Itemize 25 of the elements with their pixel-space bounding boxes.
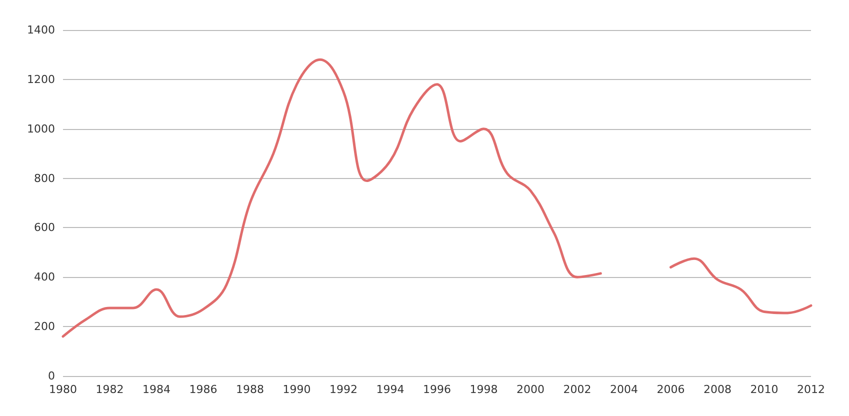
x-tick-label: 1992 [330,383,358,396]
x-tick-label: 1990 [282,383,311,396]
x-tick-label: 1988 [236,383,264,396]
x-tick-label: 2008 [704,383,732,396]
x-tick-label: 2006 [656,383,685,396]
x-tick-label: 1986 [189,383,218,396]
y-tick-label: 1000 [27,122,55,136]
y-tick-label: 800 [34,172,55,185]
x-tick-label: 2012 [797,383,825,396]
y-tick-label: 200 [34,320,55,334]
y-tick-label: 600 [34,221,55,234]
y-tick-label: 400 [34,270,55,284]
x-tick-label: 2010 [750,383,778,396]
x-tick-label: 1996 [423,383,451,396]
y-tick-label: 0 [48,370,55,382]
y-tick-label: 1400 [27,24,55,36]
x-tick-label: 1980 [49,383,77,396]
x-tick-label: 2002 [563,383,592,396]
x-tick-label: 2000 [516,383,544,396]
y-tick-label: 1200 [27,72,55,86]
x-tick-label: 1984 [142,383,170,396]
x-tick-label: 1998 [470,383,498,396]
x-tick-label: 1994 [376,383,404,396]
x-tick-label: 1982 [96,383,124,396]
x-tick-label: 2004 [610,383,638,396]
